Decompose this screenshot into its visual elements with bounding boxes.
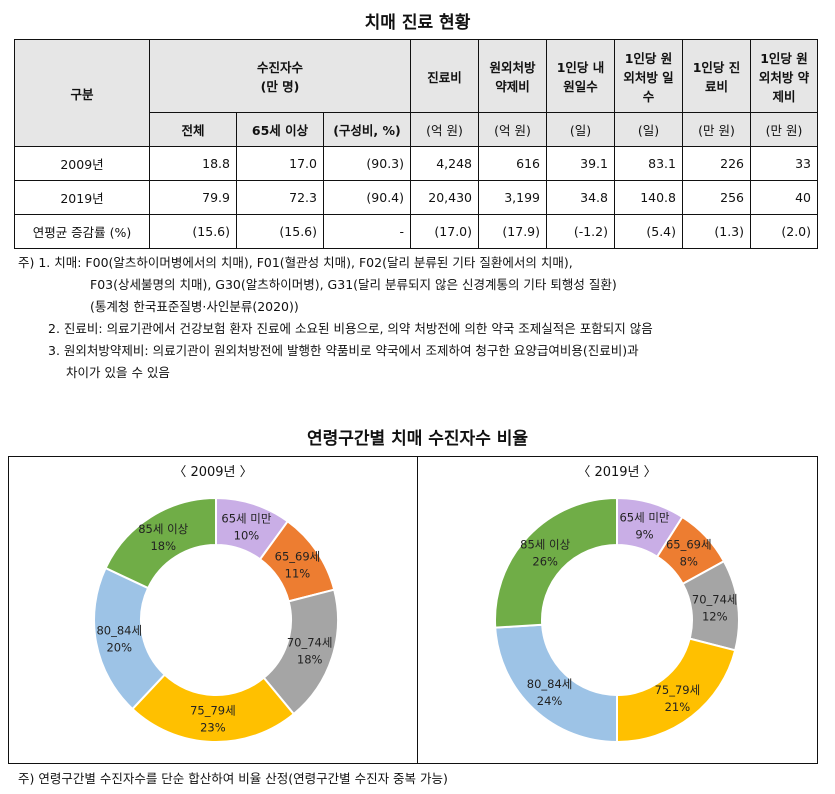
header-per-rx-cost: 1인당 원외처방 약제비 <box>750 39 818 113</box>
row-label: 연평균 증감률 (%) <box>14 214 150 249</box>
unit-per-cost: (만 원) <box>682 112 751 147</box>
slice-label: 85세 이상 <box>520 538 570 552</box>
unit-cost: (억 원) <box>410 112 479 147</box>
note-3-cont: 차이가 있을 수 있음 <box>66 365 170 380</box>
slice-label: 75_79세 <box>190 703 236 717</box>
cell-cost: 4,248 <box>410 146 479 181</box>
header-rx-cost: 원외처방 약제비 <box>478 39 547 113</box>
cell-cost: (17.0) <box>410 214 479 249</box>
slice-label: 80_84세 <box>527 677 573 691</box>
cell-rx-cost: 616 <box>478 146 547 181</box>
header-per-cost: 1인당 진료비 <box>682 39 751 113</box>
slice-value: 21% <box>665 700 691 714</box>
table-row: 2009년 18.8 17.0 (90.3) 4,248 616 39.1 83… <box>14 146 818 181</box>
cell-visit-days: 39.1 <box>546 146 615 181</box>
slice-label: 70_74세 <box>287 635 333 649</box>
chart-title: 연령구간별 치매 수진자수 비율 <box>306 429 529 449</box>
slice-value: 20% <box>106 640 132 654</box>
header-patients: 수진자수 (만 명) <box>149 39 411 113</box>
slice-label: 65_69세 <box>666 538 712 552</box>
note-1-cont: F03(상세불명의 치매), G30(알츠하이머병), G31(달리 분류되지 … <box>90 277 617 292</box>
row-label: 2009년 <box>14 146 150 181</box>
cell-per-cost: (1.3) <box>682 214 751 249</box>
chart-panel-2019: 〈 2019년 〉 65세 미만 9% 65_69세 8% 70_74세 12% 75_79… <box>417 457 817 763</box>
chart-2009-title: 〈 2009년 〉 <box>173 465 253 480</box>
cell-total: 18.8 <box>149 146 237 181</box>
cell-rx-days: 83.1 <box>614 146 683 181</box>
chart-footnote: 주) 연령구간별 수진자수를 단순 합산하여 비율 산정(연령구간별 수진자 중… <box>18 771 448 786</box>
charts-frame: 〈 2009년 〉 65세 미만 10% 65_69세 11% 70_74세 18% 75_… <box>8 456 818 764</box>
cell-rx-cost: (17.9) <box>478 214 547 249</box>
header-cost: 진료비 <box>410 39 479 113</box>
donut-chart-2009: 65세 미만 10% 65_69세 11% 70_74세 18% 75_79세 23% 80_8… <box>93 496 339 743</box>
donut-slice <box>494 496 618 629</box>
cell-rx-cost: 3,199 <box>478 180 547 215</box>
cell-per-cost: 256 <box>682 180 751 215</box>
slice-value: 11% <box>285 567 311 581</box>
header-category: 구분 <box>14 39 150 147</box>
note-3: 3. 원외처방약제비: 의료기관이 원외처방전에 발행한 약품비로 약국에서 조… <box>48 343 639 358</box>
dementia-care-table: 구분 수진자수 (만 명) 진료비 원외처방 약제비 1인당 내원일수 1인당 … <box>14 39 818 249</box>
cell-over65: 72.3 <box>236 180 324 215</box>
cell-visit-days: (-1.2) <box>546 214 615 249</box>
slice-value: 24% <box>537 694 563 708</box>
slice-label: 65_69세 <box>275 550 321 564</box>
header-visit-days: 1인당 내원일수 <box>546 39 615 113</box>
header-patients-unit: (만 명) <box>260 79 300 94</box>
slice-label: 75_79세 <box>655 683 701 697</box>
slice-value: 10% <box>234 528 260 542</box>
subheader-total: 전체 <box>149 112 237 147</box>
note-2: 2. 진료비: 의료기관에서 건강보험 환자 진료에 소요된 비용으로, 의약 … <box>48 321 653 336</box>
cell-rx-days: (5.4) <box>614 214 683 249</box>
table-title: 치매 진료 현황 <box>364 13 471 33</box>
cell-ratio: - <box>323 214 411 249</box>
slice-value: 18% <box>150 539 176 553</box>
table-notes: 주) 1. 치매: F00(알츠하이머병에서의 치매), F01(혈관성 치매)… <box>18 252 653 384</box>
slice-label: 65세 미만 <box>221 511 271 525</box>
chart-panel-2009: 〈 2009년 〉 65세 미만 10% 65_69세 11% 70_74세 18% 75_… <box>9 457 418 763</box>
unit-rx-cost: (억 원) <box>478 112 547 147</box>
slice-value: 12% <box>702 610 728 624</box>
header-patients-label: 수진자수 <box>256 60 303 75</box>
subheader-ratio: (구성비, %) <box>323 112 411 147</box>
note-1-source: (통계청 한국표준질병·사인분류(2020)) <box>90 299 299 314</box>
cell-rx-days: 140.8 <box>614 180 683 215</box>
slice-label: 80_84세 <box>96 623 142 637</box>
unit-per-rx-cost: (만 원) <box>750 112 818 147</box>
cell-over65: (15.6) <box>236 214 324 249</box>
cell-per-cost: 226 <box>682 146 751 181</box>
slice-value: 9% <box>635 527 653 541</box>
cell-ratio: (90.3) <box>323 146 411 181</box>
cell-per-rx-cost: 33 <box>750 146 818 181</box>
cell-visit-days: 34.8 <box>546 180 615 215</box>
row-label: 2019년 <box>14 180 150 215</box>
cell-cost: 20,430 <box>410 180 479 215</box>
cell-per-rx-cost: 40 <box>750 180 818 215</box>
donut-slice <box>104 496 217 590</box>
unit-rx-days: (일) <box>614 112 683 147</box>
slice-value: 8% <box>680 555 698 569</box>
cell-total: 79.9 <box>149 180 237 215</box>
cell-per-rx-cost: (2.0) <box>750 214 818 249</box>
chart-2019-title: 〈 2019년 〉 <box>577 465 657 480</box>
slice-value: 26% <box>532 555 558 569</box>
cell-ratio: (90.4) <box>323 180 411 215</box>
table-row: 연평균 증감률 (%) (15.6) (15.6) - (17.0) (17.9… <box>14 214 818 249</box>
slice-value: 18% <box>297 652 323 666</box>
slice-label: 85세 이상 <box>138 522 188 536</box>
slice-value: 23% <box>200 720 226 734</box>
table-row: 2019년 79.9 72.3 (90.4) 20,430 3,199 34.8… <box>14 180 818 215</box>
unit-visit-days: (일) <box>546 112 615 147</box>
cell-over65: 17.0 <box>236 146 324 181</box>
cell-total: (15.6) <box>149 214 237 249</box>
header-rx-days: 1인당 원외처방 일수 <box>614 39 683 113</box>
slice-label: 65세 미만 <box>619 510 669 524</box>
note-1: 주) 1. 치매: F00(알츠하이머병에서의 치매), F01(혈관성 치매)… <box>18 255 573 270</box>
slice-label: 70_74세 <box>692 593 738 607</box>
donut-chart-2019: 65세 미만 9% 65_69세 8% 70_74세 12% 75_79세 21% 80_84세… <box>494 496 740 744</box>
subheader-65: 65세 이상 <box>236 112 324 147</box>
